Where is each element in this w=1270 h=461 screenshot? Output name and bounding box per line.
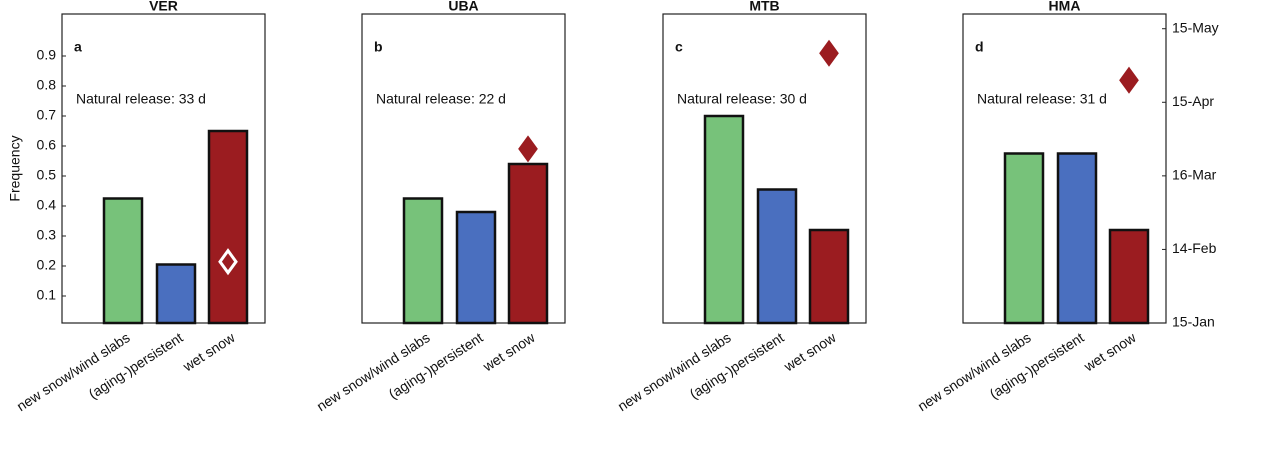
marker-diamond	[518, 135, 538, 163]
y-tick-label: 0.2	[37, 257, 57, 273]
panel-label: c	[675, 39, 683, 55]
bar	[507, 162, 549, 325]
bar	[402, 197, 444, 325]
y2-tick-label: 15-May	[1172, 19, 1219, 35]
bar	[1003, 152, 1045, 325]
bar	[756, 188, 798, 325]
y2-tick-label: 15-Apr	[1172, 93, 1214, 109]
x-tick-label: (aging-)persistent	[987, 329, 1087, 402]
y-tick-label: 0.4	[37, 197, 57, 213]
x-tick-label: (aging-)persistent	[386, 329, 486, 402]
y2-tick-label: 16-Mar	[1172, 167, 1217, 183]
x-tick-label: wet snow	[780, 329, 839, 375]
x-tick-label: wet snow	[479, 329, 538, 375]
bar	[1056, 152, 1098, 325]
y-tick-label: 0.1	[37, 287, 57, 303]
y-tick-label: 0.8	[37, 77, 57, 93]
annotation: Natural release: 31 d	[977, 91, 1107, 107]
x-tick-label: wet snow	[1080, 329, 1139, 375]
panel-label: a	[74, 39, 82, 55]
y-tick-label: 0.7	[37, 107, 57, 123]
marker-diamond	[1119, 66, 1139, 94]
panel-label: b	[374, 39, 383, 55]
panel-title: MTB	[749, 0, 779, 14]
y-tick-label: 0.9	[37, 47, 57, 63]
panel-title: VER	[149, 0, 178, 14]
y-tick-label: 0.3	[37, 227, 57, 243]
bar	[102, 197, 144, 325]
annotation: Natural release: 22 d	[376, 91, 506, 107]
annotation: Natural release: 33 d	[76, 91, 206, 107]
marker-diamond	[218, 248, 238, 276]
y2-tick-label: 14-Feb	[1172, 240, 1217, 256]
bar	[207, 129, 249, 325]
panel-title: UBA	[448, 0, 478, 14]
y2-tick-label: 15-Jan	[1172, 314, 1215, 330]
y-axis-label: Frequency	[7, 135, 23, 201]
x-tick-label: (aging-)persistent	[86, 329, 186, 402]
panel-label: d	[975, 39, 984, 55]
y-tick-label: 0.6	[37, 137, 57, 153]
annotation: Natural release: 30 d	[677, 91, 807, 107]
x-tick-label: wet snow	[179, 329, 238, 375]
x-tick-label: (aging-)persistent	[687, 329, 787, 402]
bar	[808, 228, 850, 325]
bar	[155, 263, 197, 325]
marker-diamond	[819, 39, 839, 67]
panel-title: HMA	[1049, 0, 1081, 14]
y-tick-label: 0.5	[37, 167, 57, 183]
bar	[455, 210, 497, 325]
bar	[703, 114, 745, 325]
bar	[1108, 228, 1150, 325]
